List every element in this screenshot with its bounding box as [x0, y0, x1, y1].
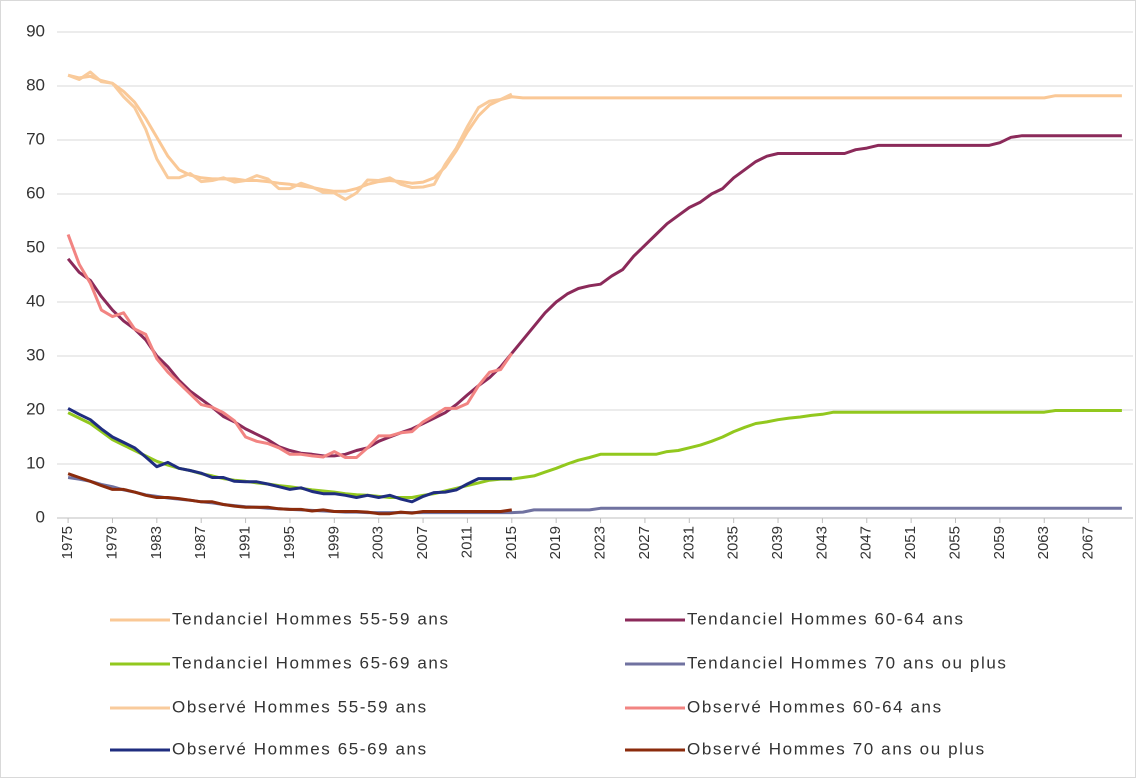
series-line — [67, 407, 512, 504]
legend-label: Observé Hommes 55-59 ans — [172, 697, 428, 716]
series-line — [66, 233, 514, 459]
y-tick-label: 40 — [26, 291, 45, 310]
x-tick-label: 2055 — [946, 526, 963, 559]
y-tick-label: 50 — [26, 237, 45, 256]
x-tick-label: 1983 — [148, 526, 165, 559]
x-tick-label: 2067 — [1080, 526, 1097, 559]
legend-label: Tendanciel Hommes 70 ans ou plus — [687, 653, 1008, 672]
series-line — [66, 134, 1122, 458]
series-line — [67, 472, 513, 516]
x-tick-label: 1995 — [281, 526, 298, 559]
x-tick-label: 2047 — [858, 526, 875, 559]
y-tick-label: 10 — [26, 453, 45, 472]
x-tick-label: 2051 — [902, 526, 919, 559]
x-tick-label: 1975 — [59, 526, 76, 559]
series-line — [67, 70, 513, 201]
y-tick-label: 80 — [26, 75, 45, 94]
x-tick-label: 1979 — [103, 526, 120, 559]
x-tick-label: 2039 — [769, 526, 786, 559]
x-tick-label: 1991 — [237, 526, 254, 559]
x-tick-label: 2007 — [414, 526, 431, 559]
x-tick-label: 2011 — [458, 526, 475, 558]
x-tick-label: 2003 — [370, 526, 387, 559]
y-tick-label: 30 — [26, 345, 45, 364]
x-tick-label: 1987 — [192, 526, 209, 559]
legend-label: Observé Hommes 60-64 ans — [687, 697, 943, 716]
x-tick-label: 2059 — [991, 526, 1008, 559]
x-tick-label: 2043 — [813, 526, 830, 559]
x-tick-label: 2015 — [503, 526, 520, 559]
y-tick-label: 60 — [26, 183, 45, 202]
y-tick-label: 0 — [36, 507, 45, 526]
y-tick-label: 70 — [26, 129, 45, 148]
y-tick-label: 20 — [26, 399, 45, 418]
x-tick-label: 2019 — [547, 526, 564, 559]
x-tick-label: 2023 — [592, 526, 609, 559]
y-tick-label: 90 — [26, 21, 45, 40]
legend-label: Tendanciel Hommes 60-64 ans — [687, 609, 965, 628]
legend-label: Tendanciel Hommes 65-69 ans — [172, 653, 450, 672]
x-tick-label: 2027 — [636, 526, 653, 559]
x-tick-label: 2035 — [725, 526, 742, 559]
x-tick-label: 2031 — [680, 526, 697, 559]
legend-label: Tendanciel Hommes 55-59 ans — [172, 609, 450, 628]
x-tick-label: 2063 — [1035, 526, 1052, 559]
legend-label: Observé Hommes 70 ans ou plus — [687, 739, 986, 758]
x-tick-label: 1999 — [325, 526, 342, 559]
legend-label: Observé Hommes 65-69 ans — [172, 739, 428, 758]
